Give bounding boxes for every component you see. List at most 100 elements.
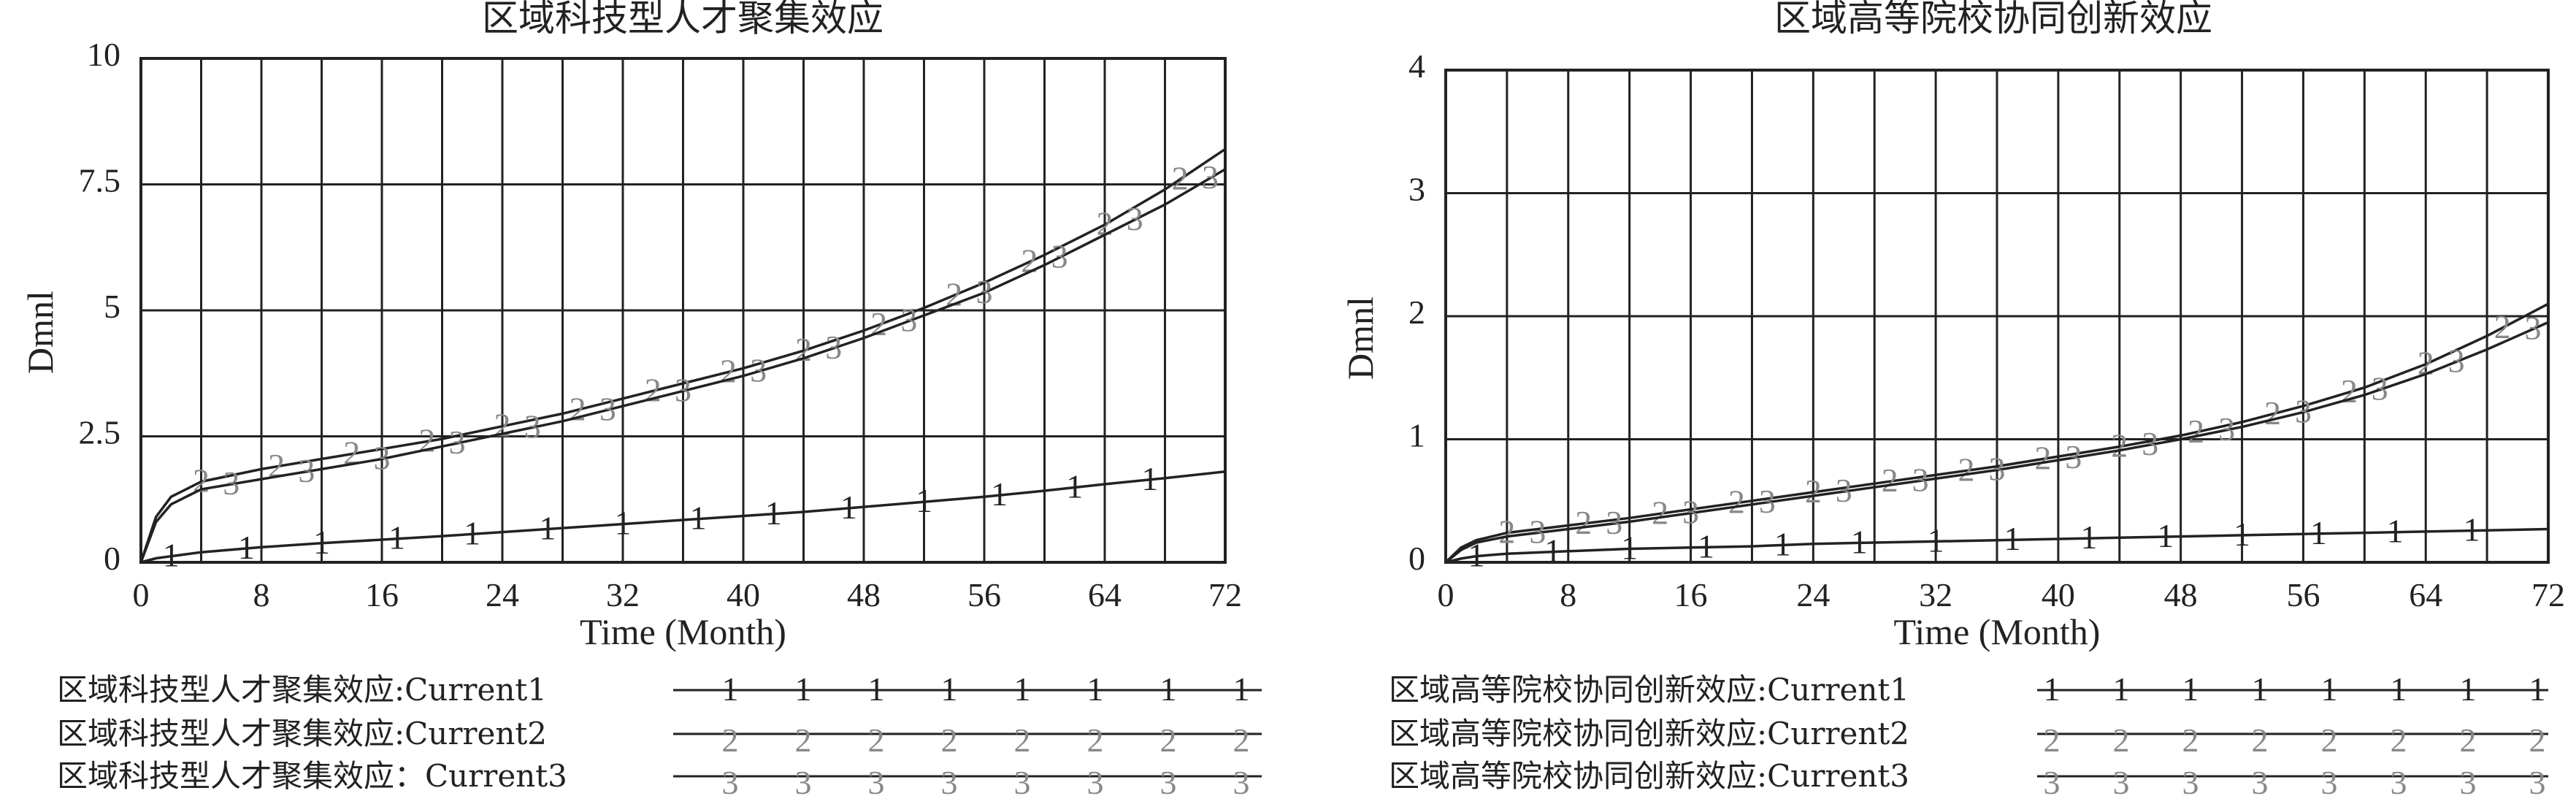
y-tick-label: 10 <box>87 36 120 73</box>
series-marker: 3 <box>374 440 391 477</box>
series-marker: 1 <box>163 537 180 574</box>
legend-marker: 3 <box>722 764 739 796</box>
legend-marker: 1 <box>2113 670 2130 708</box>
x-tick-label: 56 <box>2286 576 2320 613</box>
x-tick-label: 48 <box>847 576 881 613</box>
grid <box>139 57 1227 564</box>
x-tick-label: 32 <box>606 576 640 613</box>
x-tick-label: 40 <box>2042 576 2075 613</box>
y-tick-label: 4 <box>1408 47 1425 85</box>
legend-marker: 2 <box>795 722 812 759</box>
series-marker: 3 <box>2372 370 2388 407</box>
legend-marker: 3 <box>2460 764 2477 796</box>
series-marker: 1 <box>690 500 707 537</box>
series-marker: 1 <box>2464 511 2480 548</box>
series-marker: 3 <box>223 464 239 502</box>
legend-label: 区域高等院校协同创新效应:Current2 <box>1389 716 1909 751</box>
x-tick-label: 64 <box>2409 576 2442 613</box>
series-marker: 2 <box>1805 472 1822 510</box>
x-tick-label: 8 <box>1560 576 1576 613</box>
series-marker: 3 <box>2142 425 2158 462</box>
legend-marker: 1 <box>868 670 885 708</box>
legend-marker: 2 <box>941 722 958 759</box>
x-tick-label: 24 <box>1796 576 1830 613</box>
series-line <box>1445 527 2549 564</box>
chart-title: 区域科技型人才聚集效应 <box>482 0 883 39</box>
x-tick-label: 16 <box>365 576 399 613</box>
legend-marker: 1 <box>722 670 739 708</box>
series-marker: 3 <box>1836 472 1852 509</box>
series-marker: 2 <box>1652 494 1668 531</box>
series-marker: 1 <box>2080 518 2097 556</box>
legend-marker: 1 <box>2044 670 2061 708</box>
y-tick-label: 2 <box>1408 294 1425 331</box>
y-tick-label: 2.5 <box>79 414 121 451</box>
legend-label: 区域科技型人才聚集效应:Current1 <box>57 672 547 708</box>
legend-marker: 1 <box>2460 670 2477 708</box>
legend-marker: 1 <box>1014 670 1031 708</box>
series-marker: 1 <box>916 482 932 519</box>
series-marker: 1 <box>1066 468 1083 505</box>
series-marker: 1 <box>2004 520 2020 557</box>
legend-marker: 2 <box>2391 722 2407 759</box>
legend-marker: 2 <box>1160 722 1177 759</box>
series-marker: 3 <box>2065 438 2082 475</box>
series-marker: 3 <box>900 302 917 339</box>
series-marker: 1 <box>2387 513 2404 550</box>
legend-marker: 1 <box>1233 670 1250 708</box>
series-marker: 1 <box>238 529 255 566</box>
legend-marker: 3 <box>1160 764 1177 796</box>
legend-marker: 1 <box>2321 670 2338 708</box>
y-tick-label: 5 <box>104 288 120 325</box>
series-marker: 1 <box>840 489 857 526</box>
series-marker: 2 <box>2341 372 2358 410</box>
y-tick-label: 1 <box>1408 417 1425 454</box>
y-tick-label: 3 <box>1408 171 1425 208</box>
series-marker: 3 <box>2295 392 2312 429</box>
legend-marker: 3 <box>1233 764 1250 796</box>
series-marker: 2 <box>2111 427 2128 464</box>
series-marker: 2 <box>1498 513 1515 551</box>
y-tick-label: 0 <box>104 540 120 577</box>
series-marker: 2 <box>870 305 887 342</box>
legend-marker: 3 <box>941 764 958 796</box>
series-marker: 3 <box>2525 310 2542 347</box>
series-marker: 1 <box>991 475 1008 513</box>
legend-label: 区域高等院校协同创新效应:Current1 <box>1389 672 1909 708</box>
series-line <box>139 148 1226 563</box>
series-marker: 2 <box>418 421 435 459</box>
legend-label: 区域科技型人才聚集效应:Current2 <box>57 716 547 751</box>
x-tick-label: 0 <box>1438 576 1454 613</box>
series-marker: 2 <box>2034 439 2051 476</box>
series-marker: 3 <box>976 273 993 310</box>
series-line <box>1444 302 2549 564</box>
series-marker: 2 <box>645 371 662 408</box>
legend-marker: 2 <box>1014 722 1031 759</box>
series-marker: 3 <box>599 390 616 427</box>
series-marker: 2 <box>2188 413 2204 450</box>
x-tick-label: 8 <box>253 576 270 613</box>
series-marker: 3 <box>1529 513 1546 551</box>
legend-marker: 3 <box>1014 764 1031 796</box>
legend-marker: 3 <box>2182 764 2199 796</box>
y-axis-label: Dmnl <box>1340 296 1381 380</box>
legend-marker: 2 <box>2182 722 2199 759</box>
series-marker: 2 <box>1172 160 1189 197</box>
x-tick-label: 40 <box>727 576 760 613</box>
x-tick-label: 32 <box>1919 576 1952 613</box>
series-marker: 3 <box>2218 410 2235 448</box>
legend-marker: 1 <box>1160 670 1177 708</box>
legend-marker: 3 <box>2321 764 2338 796</box>
legend-label: 区域高等院校协同创新效应:Current3 <box>1389 758 1909 794</box>
series-marker: 1 <box>615 505 632 542</box>
legend-marker: 1 <box>2391 670 2407 708</box>
series-marker: 1 <box>765 494 782 532</box>
legend: 区域科技型人才聚集效应:Current1 1 1 1 1 1 1 1 1 区域科技型人才聚集效应:… <box>57 670 1262 796</box>
series-marker: 3 <box>2448 342 2465 379</box>
series-marker: 2 <box>720 353 737 390</box>
legend-marker: 2 <box>868 722 885 759</box>
